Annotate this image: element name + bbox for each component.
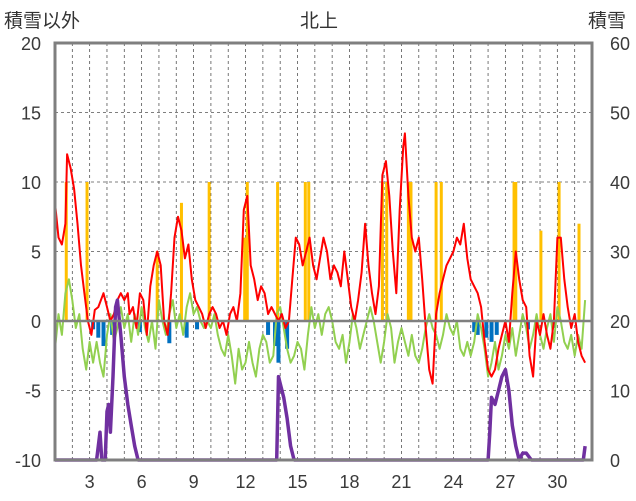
wind-bar xyxy=(96,321,101,338)
wind-bar xyxy=(472,321,477,333)
right-y-tick-label: 30 xyxy=(610,243,630,263)
right-axis-label: 積雪 xyxy=(588,10,627,32)
precipitation-bar xyxy=(380,182,384,321)
left-y-tick-label: -10 xyxy=(15,451,41,471)
precipitation-bar xyxy=(577,223,581,321)
x-tick-label: 24 xyxy=(443,472,463,492)
temperature-line xyxy=(54,132,586,385)
precipitation-bar xyxy=(276,182,280,321)
x-tick-label: 9 xyxy=(189,472,199,492)
precipitation-bar xyxy=(406,182,410,321)
precipitation-bar xyxy=(179,202,183,321)
precipitation-bar xyxy=(307,182,311,321)
left-y-tick-label: 15 xyxy=(21,104,41,124)
precipitation-bar xyxy=(64,182,68,321)
precipitation-bar xyxy=(439,182,443,321)
left-y-tick-label: 0 xyxy=(31,312,41,332)
right-y-ticks: 60 50 40 30 20 10 0 xyxy=(610,34,630,471)
wind-bar xyxy=(195,321,200,330)
x-tick-label: 27 xyxy=(495,472,515,492)
x-tick-label: 3 xyxy=(85,472,95,492)
x-tick-label: 12 xyxy=(236,472,256,492)
wind-bar xyxy=(285,321,290,349)
left-y-tick-label: 10 xyxy=(21,173,41,193)
precipitation-bar xyxy=(155,251,159,321)
wind-bar xyxy=(266,321,271,335)
precipitation-bar xyxy=(245,182,249,321)
precipitation-bar xyxy=(207,182,211,321)
wind-bar xyxy=(276,321,281,363)
wind-bar xyxy=(167,321,172,344)
series-lines xyxy=(54,132,587,462)
x-tick-label: 15 xyxy=(288,472,308,492)
x-tick-label: 6 xyxy=(137,472,147,492)
x-tick-label: 30 xyxy=(547,472,567,492)
wind-bar xyxy=(475,321,480,335)
x-tick-label: 18 xyxy=(339,472,359,492)
left-y-tick-label: 20 xyxy=(21,34,41,54)
chart-title: 北上 xyxy=(300,10,339,32)
wind-bar xyxy=(484,321,489,338)
horizontal-gridlines xyxy=(55,112,592,391)
x-ticks: 3 6 9 12 15 18 21 24 27 30 xyxy=(85,472,568,492)
precipitation-bar xyxy=(557,182,561,321)
wind-bar xyxy=(184,321,189,338)
precipitation-bar xyxy=(85,182,89,321)
snow-line xyxy=(55,298,587,462)
left-y-tick-label: 5 xyxy=(31,243,41,263)
right-y-tick-label: 10 xyxy=(610,382,630,402)
plot-frame xyxy=(53,41,594,462)
x-tick-label: 21 xyxy=(391,472,411,492)
right-y-tick-label: 60 xyxy=(610,34,630,54)
wind-bar xyxy=(494,321,499,335)
left-axis-label: 積雪以外 xyxy=(4,10,81,32)
precipitation-bar xyxy=(512,182,516,321)
precipitation-bar xyxy=(409,182,413,321)
wind-bar xyxy=(489,321,494,342)
right-y-tick-label: 50 xyxy=(610,104,630,124)
right-y-tick-label: 40 xyxy=(610,173,630,193)
left-y-ticks: 20 15 10 5 0 -5 -10 xyxy=(15,34,41,471)
wind-bar xyxy=(101,321,106,347)
precipitation-bar xyxy=(243,237,247,321)
precipitation-bars xyxy=(64,182,581,321)
right-y-tick-label: 0 xyxy=(610,451,620,471)
precipitation-bar xyxy=(539,230,543,321)
left-y-tick-label: -5 xyxy=(25,382,41,402)
right-y-tick-label: 20 xyxy=(610,312,630,332)
precipitation-bar xyxy=(385,182,389,321)
precipitation-bar xyxy=(434,182,438,321)
